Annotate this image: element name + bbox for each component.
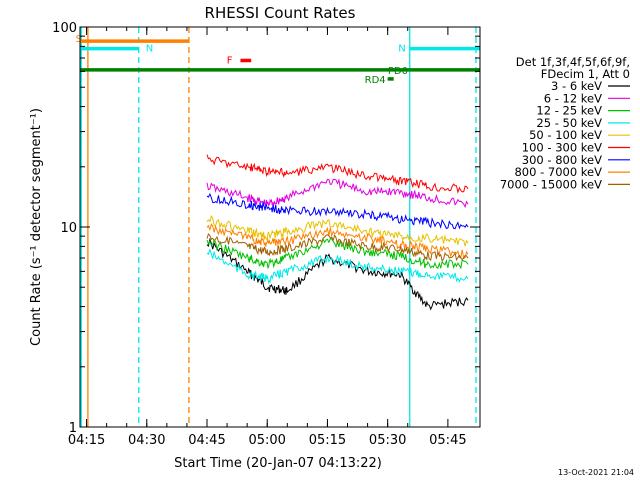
annotation-label: S [76, 34, 82, 45]
series-line [206, 233, 469, 262]
legend-header-line-2: FDecim 1, Att 0 [541, 67, 630, 81]
annotation-label: N [146, 44, 153, 55]
legend-entry: 50 - 100 keV [529, 128, 602, 142]
footer-timestamp: 13-Oct-2021 21:04 [558, 468, 634, 477]
legend: Det 1f,3f,4f,5f,6f,9f, FDecim 1, Att 0 3… [500, 55, 630, 191]
series-line [206, 154, 469, 195]
x-tick-label: 05:15 [309, 433, 346, 448]
series-line [206, 222, 469, 259]
legend-entry: 12 - 25 keV [536, 104, 602, 118]
legend-entry: 7000 - 15000 keV [500, 177, 602, 191]
x-axis-label: Start Time (20-Jan-07 04:13:22) [174, 456, 382, 471]
y-tick-label: 10 [60, 221, 77, 236]
legend-entry: 3 - 6 keV [551, 79, 602, 93]
annotation-label: RD4 [365, 75, 386, 86]
legend-entry: 300 - 800 keV [522, 153, 602, 167]
x-tick-label: 04:45 [188, 433, 225, 448]
x-tick-label: 04:15 [68, 433, 105, 448]
series-line [206, 192, 469, 230]
x-tick-label: 05:00 [248, 433, 285, 448]
legend-header-line-1: Det 1f,3f,4f,5f,6f,9f, [516, 55, 630, 69]
y-tick-label: 1 [69, 421, 77, 436]
annotation-label: F [227, 55, 233, 66]
legend-entry: 25 - 50 keV [536, 116, 602, 130]
chart-title: RHESSI Count Rates [205, 4, 356, 22]
series-line [206, 178, 469, 209]
annotation-label: PD0 [388, 66, 408, 77]
x-tick-label: 05:45 [429, 433, 466, 448]
series-line [206, 248, 469, 285]
series-line [206, 237, 469, 270]
annotation-label: N [398, 44, 405, 55]
y-axis: 1 10 100 [52, 21, 480, 436]
legend-entry: 100 - 300 keV [522, 141, 602, 155]
legend-entry: 6 - 12 keV [544, 91, 602, 105]
y-tick-label: 100 [52, 21, 77, 36]
y-axis-label: Count Rate (s⁻¹ detector segment⁻¹) [29, 108, 44, 346]
legend-entry: 800 - 7000 keV [514, 165, 602, 179]
series-group [206, 154, 469, 311]
series-line [206, 214, 469, 247]
x-tick-label: 04:30 [128, 433, 165, 448]
x-tick-label: 05:30 [369, 433, 406, 448]
x-axis: 04:15 04:30 04:45 05:00 05:15 05:30 05:45 [68, 27, 467, 448]
